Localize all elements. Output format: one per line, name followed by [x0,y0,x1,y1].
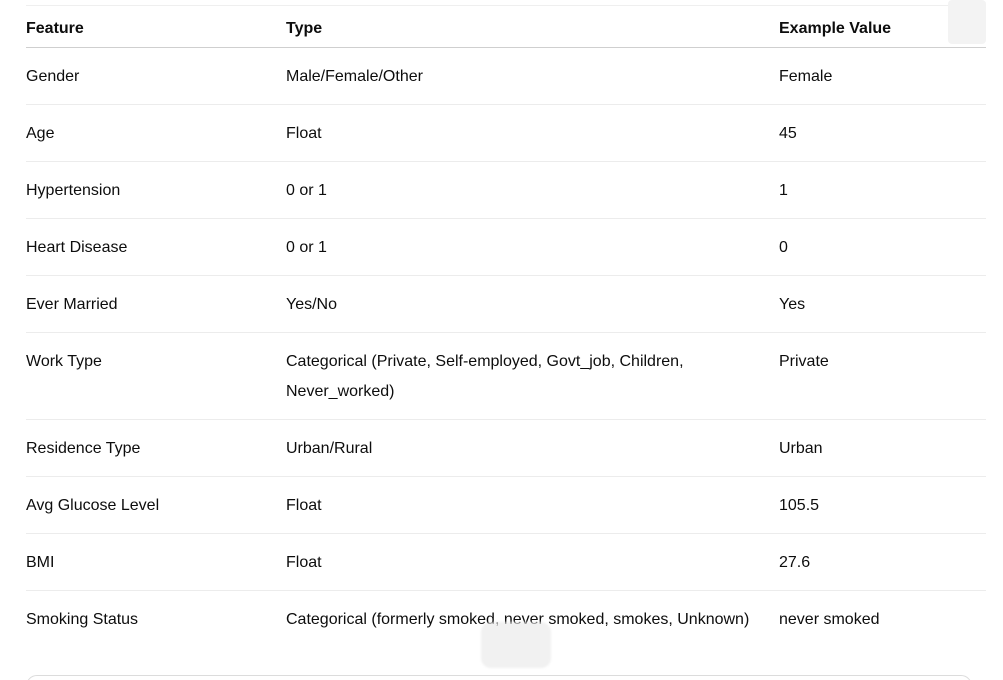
table-row: Avg Glucose Level Float 105.5 [26,476,986,534]
table-header-row: Feature Type Example Value [26,10,986,48]
cell-type: Float [286,533,779,591]
cell-type: 0 or 1 [286,218,779,276]
table-row: Residence Type Urban/Rural Urban [26,419,986,477]
header-example-value: Example Value [779,10,986,48]
cell-example: Urban [779,419,986,477]
header-feature: Feature [26,10,286,48]
cell-example: Female [779,47,986,105]
cell-example: 45 [779,104,986,162]
scroll-down-button[interactable] [481,622,551,668]
cell-feature: Work Type [26,332,286,420]
cell-feature: Age [26,104,286,162]
table-row: BMI Float 27.6 [26,533,986,591]
table-row: Ever Married Yes/No Yes [26,275,986,333]
cell-example: Private [779,332,986,420]
table-row: Hypertension 0 or 1 1 [26,161,986,219]
cell-feature: Heart Disease [26,218,286,276]
cell-type: Categorical (Private, Self-employed, Gov… [286,332,779,420]
features-table: Feature Type Example Value Gender Male/F… [26,10,986,647]
cell-example: Yes [779,275,986,333]
cell-example: 27.6 [779,533,986,591]
cell-type: Float [286,104,779,162]
cell-example: 1 [779,161,986,219]
cell-feature: Avg Glucose Level [26,476,286,534]
top-divider [26,5,986,6]
cell-type: Categorical (formerly smoked, never smok… [286,611,750,628]
cell-type: 0 or 1 [286,161,779,219]
table-row: Smoking Status Categorical (formerly smo… [26,591,986,648]
cell-feature: Smoking Status [26,611,139,628]
cell-feature: Gender [26,47,286,105]
cell-feature: Hypertension [26,161,286,219]
header-type: Type [286,10,779,48]
message-composer[interactable] [26,675,972,680]
cell-type: Yes/No [286,275,779,333]
cell-example: 105.5 [779,476,986,534]
cell-example: never smoked [779,611,880,628]
cell-type: Male/Female/Other [286,47,779,105]
cell-feature: Ever Married [26,275,286,333]
table-row: Age Float 45 [26,104,986,162]
cell-type: Urban/Rural [286,419,779,477]
table-row: Work Type Categorical (Private, Self-emp… [26,332,986,420]
cell-example: 0 [779,218,986,276]
cell-feature: Residence Type [26,419,286,477]
cell-type: Float [286,476,779,534]
table-row: Heart Disease 0 or 1 0 [26,218,986,276]
table-row: Gender Male/Female/Other Female [26,47,986,105]
cell-feature: BMI [26,533,286,591]
